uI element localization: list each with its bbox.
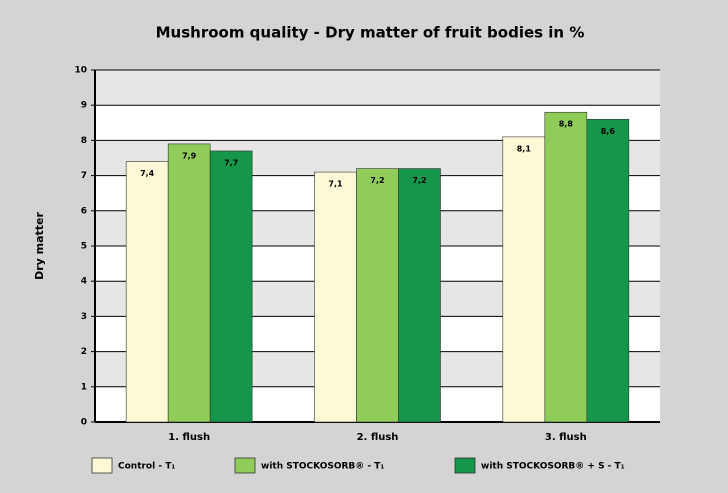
bar — [586, 118, 630, 423]
bar — [209, 150, 253, 423]
bar — [314, 171, 357, 423]
legend-swatch — [234, 457, 256, 474]
legend-label: with STOCKOSORB® - T₁ — [261, 462, 384, 472]
data-label: 7,9 — [182, 151, 197, 160]
y-tick-label: 10 — [74, 66, 87, 76]
plot-band — [95, 70, 660, 106]
bar — [125, 161, 169, 423]
chart-title: Mushroom quality - Dry matter of fruit b… — [156, 24, 585, 42]
data-label: 7,4 — [140, 169, 155, 178]
data-label: 8,1 — [517, 144, 532, 153]
data-label: 8,8 — [559, 120, 574, 129]
bar — [167, 143, 211, 423]
legend-swatch — [454, 457, 476, 474]
y-axis-label: Dry matter — [33, 212, 46, 280]
data-label: 7,7 — [224, 158, 238, 167]
bar — [356, 168, 399, 423]
x-tick-label: 2. flush — [357, 432, 399, 443]
x-tick-label: 3. flush — [545, 432, 587, 443]
legend-label: Control - T₁ — [118, 462, 175, 472]
y-tick-label: 5 — [81, 242, 87, 252]
y-tick-label: 7 — [81, 171, 87, 181]
y-tick-label: 8 — [81, 136, 87, 146]
y-tick-label: 9 — [81, 101, 87, 111]
bar — [398, 168, 441, 423]
x-tick-label: 1. flush — [168, 432, 210, 443]
data-label: 7,2 — [370, 176, 384, 185]
legend-swatch — [91, 457, 113, 474]
data-label: 7,2 — [412, 176, 426, 185]
bar — [502, 136, 546, 423]
y-tick-label: 3 — [81, 312, 87, 322]
data-label: 7,1 — [328, 180, 343, 189]
y-tick-label: 2 — [81, 347, 87, 357]
y-tick-label: 6 — [81, 206, 87, 216]
data-label: 8,6 — [601, 127, 616, 136]
y-tick-label: 4 — [81, 277, 87, 287]
legend-label: with STOCKOSORB® + S - T₁ — [481, 462, 625, 472]
y-tick-label: 1 — [81, 382, 87, 392]
bar — [544, 111, 588, 423]
y-tick-label: 0 — [81, 418, 87, 428]
